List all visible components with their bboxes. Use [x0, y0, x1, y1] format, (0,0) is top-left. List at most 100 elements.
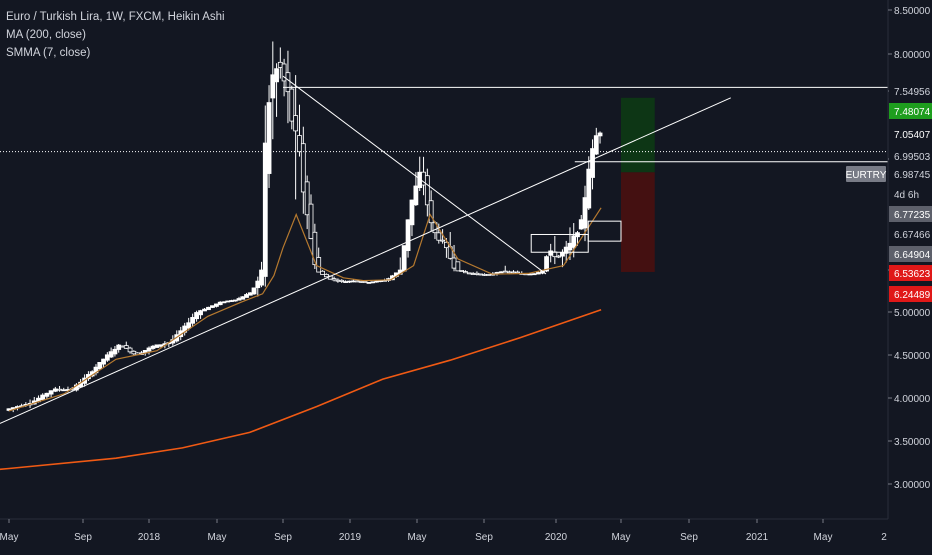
candle-body: [293, 115, 299, 132]
price-tick-label: 3.00000: [894, 480, 931, 491]
candle-body: [274, 68, 279, 83]
price-labels: 7.54956 7.48074 7.05407 6.99503 6.98745 6.772…: [846, 83, 932, 302]
price-label-box: [889, 246, 932, 262]
time-tick-label: 2021: [746, 532, 769, 543]
candle-body: [444, 241, 449, 249]
candle-body: [436, 232, 442, 241]
time-tick-label: Sep: [475, 532, 493, 543]
candle-body: [244, 294, 249, 298]
time-tick-label: 2020: [545, 532, 568, 543]
price-tick-label: 5.00000: [894, 308, 931, 319]
consolidation-box: [530, 233, 589, 253]
candle-body: [339, 279, 345, 282]
candle-body: [40, 394, 46, 400]
candle-body: [478, 273, 484, 276]
candle-body: [354, 280, 360, 283]
candle-body: [362, 281, 368, 284]
price-label: 6.77235: [894, 210, 931, 221]
time-tick-label: Sep: [274, 532, 292, 543]
legend-ma[interactable]: MA (200, close): [6, 29, 86, 41]
candle-body: [146, 347, 152, 352]
price-tick-label: 3.50000: [894, 437, 931, 448]
price-label: 7.54956: [894, 87, 931, 98]
candle-body: [308, 203, 314, 239]
candle-body: [154, 344, 160, 348]
time-axis: May Sep 2018 May Sep 2019 May Sep 2020 May Sep 2021…: [0, 518, 888, 543]
symbol-tag: EURTRY: [846, 170, 887, 181]
ma200-series: [0, 309, 602, 471]
candle-body: [347, 280, 352, 283]
candle-body: [123, 345, 129, 349]
candle-body: [370, 281, 376, 284]
symbol-tag-box: [846, 166, 886, 182]
candle-body: [586, 168, 592, 209]
candle-body: [262, 142, 268, 277]
candle-body: [511, 271, 516, 274]
price-tick-label: 8.00000: [894, 50, 931, 61]
legend-smma[interactable]: SMMA (7, close): [6, 47, 91, 59]
candle-body: [97, 362, 103, 370]
candle-body: [535, 272, 541, 275]
price-label-box: [889, 83, 932, 99]
candle-body: [374, 280, 380, 283]
candle-body: [531, 273, 537, 276]
risk-reward-zones: [621, 97, 655, 272]
candle-body: [544, 256, 549, 272]
candle-body: [451, 257, 457, 269]
time-tick-label: Sep: [74, 532, 92, 543]
price-label: 6.67466: [894, 230, 931, 241]
drawings: [0, 75, 888, 424]
price-label-box: [889, 206, 932, 222]
price-label: 6.99503: [894, 152, 931, 163]
candle-body: [455, 261, 461, 272]
candle-body: [498, 271, 504, 274]
candle-body: [214, 303, 219, 307]
price-label-box: [889, 265, 932, 281]
time-tick-label: Sep: [680, 532, 698, 543]
legend-title[interactable]: Euro / Turkish Lira, 1W, FXCM, Heikin As…: [6, 11, 225, 23]
ma200-line: [0, 309, 602, 471]
candle-body: [44, 392, 50, 397]
price-label: 7.48074: [894, 107, 931, 118]
candle-body: [597, 132, 603, 137]
price-tick-label: 4.50000: [894, 351, 931, 362]
price-label: 6.98745: [894, 170, 931, 181]
time-tick-label: May: [208, 532, 227, 543]
candle-body: [506, 271, 512, 274]
candle-body: [206, 306, 211, 311]
candle-body: [470, 273, 476, 275]
candle-body: [409, 199, 415, 226]
time-tick-label: May: [612, 532, 631, 543]
candle-body: [101, 358, 106, 365]
candle-body: [413, 185, 419, 206]
candle-body: [335, 279, 341, 282]
candle-body: [401, 245, 407, 272]
countdown-box: [889, 186, 919, 202]
candle-body: [300, 143, 306, 193]
candle-body: [150, 345, 156, 349]
candle-body: [259, 269, 264, 286]
candle-body: [548, 250, 554, 256]
price-tick-label: 4.00000: [894, 394, 931, 405]
candle-body: [57, 388, 62, 391]
candle-body: [358, 280, 364, 283]
target-zone: [621, 97, 655, 173]
price-label: 7.05407: [894, 130, 931, 141]
candle-body: [266, 102, 272, 174]
price-label-box: [889, 166, 932, 182]
time-tick-label: May: [0, 532, 18, 543]
candle-body: [240, 296, 246, 300]
smma-series: [8, 207, 602, 412]
candle-body: [466, 272, 472, 275]
price-label-box: [889, 126, 932, 142]
candle-body: [270, 74, 276, 99]
price-label-box: [889, 226, 932, 242]
candle-body: [52, 388, 58, 392]
price-label-box: [889, 286, 932, 302]
countdown: 4d 6h: [894, 190, 919, 201]
time-tick-label: May: [408, 532, 427, 543]
position-box: [587, 220, 622, 242]
candle-body: [202, 308, 207, 312]
